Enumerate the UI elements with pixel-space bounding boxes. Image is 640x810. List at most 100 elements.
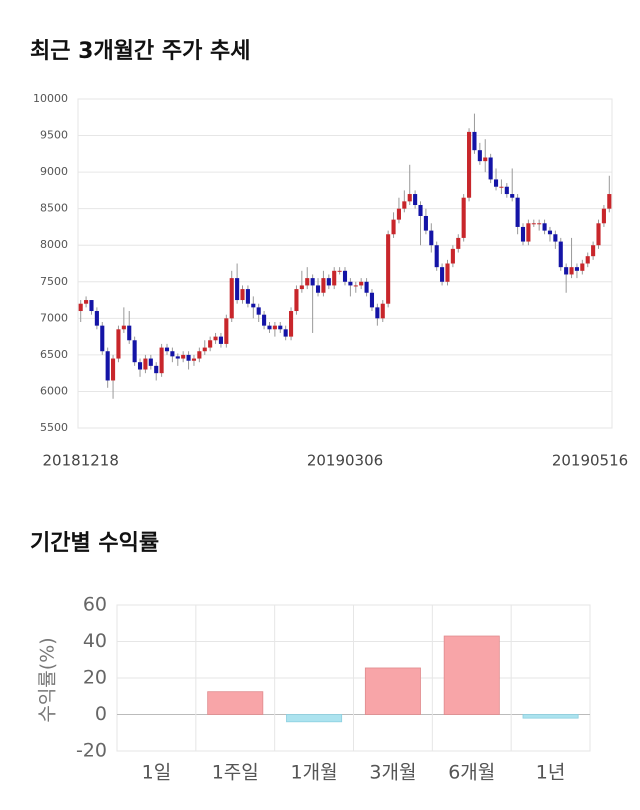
candle-body	[315, 285, 321, 293]
x-tick-label: 1년	[536, 762, 566, 784]
candle-body	[580, 263, 585, 271]
candle-body	[461, 197, 466, 238]
candle-body	[154, 365, 159, 374]
candle-body	[111, 358, 116, 381]
candle-body	[375, 307, 380, 319]
candle-body	[396, 208, 401, 220]
candle-body	[391, 219, 396, 235]
candle-body	[272, 325, 277, 330]
candle-body	[348, 281, 353, 286]
candle-body	[202, 347, 207, 352]
candle-body	[105, 351, 110, 381]
candle-body	[402, 201, 407, 209]
candle-body	[547, 230, 553, 235]
y-tick-label: 9500	[40, 129, 68, 142]
candle-body	[429, 230, 434, 246]
candle-body	[251, 303, 256, 308]
y-tick-label: 40	[83, 630, 107, 652]
candle-body	[558, 241, 563, 268]
candle-body	[267, 325, 272, 330]
candle-body	[132, 340, 137, 363]
candle-body	[89, 300, 94, 312]
candle-body	[574, 267, 579, 271]
candle-body	[127, 325, 132, 341]
y-tick-label: 10000	[33, 92, 68, 105]
candle-body	[477, 150, 482, 162]
candle-body	[542, 223, 547, 231]
plot-border	[77, 98, 613, 429]
candle-body	[504, 186, 509, 195]
bar	[286, 714, 343, 723]
candle-body	[380, 303, 385, 319]
bar	[207, 691, 264, 715]
candle-body	[359, 281, 364, 286]
candle-body	[191, 358, 197, 361]
y-tick-label: 8000	[40, 238, 68, 251]
candle-body	[585, 256, 590, 264]
candle-body	[197, 351, 202, 359]
candle-body	[100, 325, 105, 352]
candle-body	[240, 289, 245, 301]
candle-body	[537, 223, 542, 225]
x-tick-label: 6개월	[448, 762, 495, 784]
x-tick-label: 20190516	[552, 452, 628, 470]
candle-body	[515, 197, 520, 227]
candle-body	[520, 226, 526, 242]
y-tick-label: 0	[95, 703, 107, 725]
chart-title: 기간별 수익률	[30, 531, 159, 556]
candle-body	[235, 278, 240, 301]
x-tick-label: 1일	[142, 762, 172, 784]
candle-body	[488, 157, 493, 180]
candle-body	[213, 336, 218, 341]
y-tick-label: 9000	[40, 165, 68, 178]
candle-body	[472, 131, 477, 151]
bar	[443, 635, 500, 715]
candle-body	[186, 354, 191, 361]
candle-body	[607, 194, 612, 209]
candle-body	[434, 245, 439, 268]
x-tick-label: 1개월	[291, 762, 338, 784]
candle-body	[121, 325, 126, 330]
candle-body	[148, 358, 153, 366]
candle-body	[224, 318, 229, 344]
candle-body	[591, 245, 596, 257]
candle-body	[510, 194, 515, 198]
candle-body	[143, 358, 148, 370]
candle-body	[245, 289, 250, 304]
y-tick-label: 8500	[40, 202, 68, 215]
y-axis-label: 수익률(%)	[37, 637, 59, 722]
candle-body	[456, 237, 461, 249]
candle-body	[499, 186, 504, 188]
candle-body	[78, 303, 83, 312]
candle-body	[601, 208, 606, 224]
y-tick-label: 5500	[40, 421, 68, 434]
candle-body	[342, 270, 348, 282]
candle-body	[175, 356, 180, 359]
candle-body	[84, 300, 89, 304]
x-tick-label: 20190306	[307, 452, 383, 470]
candle-body	[218, 336, 223, 344]
candle-body	[94, 311, 99, 326]
candle-body	[164, 347, 170, 352]
candle-body	[289, 311, 294, 337]
candle-body	[450, 248, 455, 264]
y-tick-label: 7500	[40, 275, 68, 288]
y-tick-label: 60	[83, 594, 107, 616]
candle-body	[596, 223, 601, 246]
candle-body	[369, 292, 375, 308]
candle-body	[386, 234, 391, 304]
candle-body	[170, 351, 175, 357]
candle-body	[208, 340, 213, 348]
y-tick-label: 6500	[40, 348, 68, 361]
candle-body	[332, 270, 337, 286]
candle-body	[299, 285, 304, 290]
candle-body	[467, 131, 472, 198]
candle-body	[364, 281, 369, 293]
candle-body	[423, 215, 428, 231]
candle-body	[137, 362, 143, 370]
candle-body	[256, 307, 261, 315]
candle-body	[526, 223, 531, 242]
candle-body	[116, 329, 121, 359]
candle-body	[353, 285, 358, 287]
